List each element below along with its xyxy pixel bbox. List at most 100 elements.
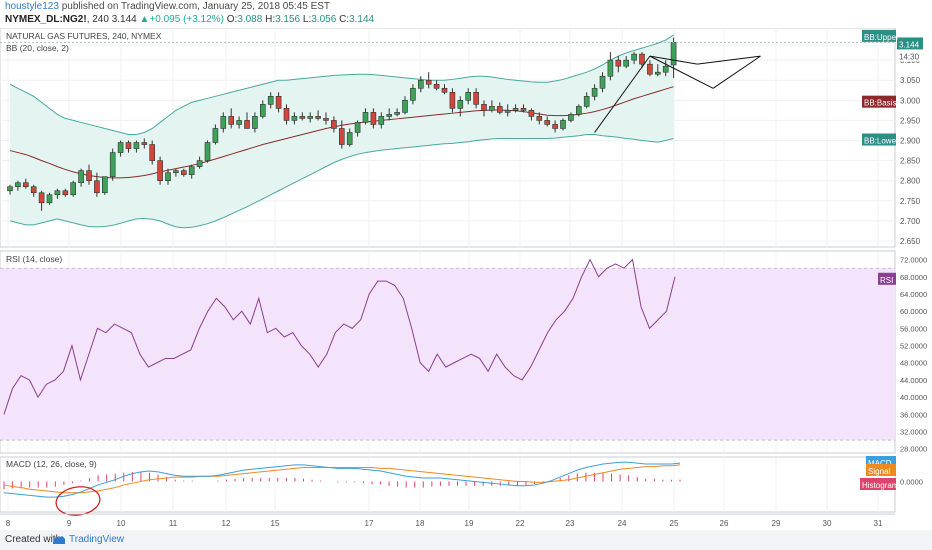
candle	[473, 88, 479, 109]
bb-basis-tag-text: BB:Basis	[864, 99, 896, 108]
macd-title: MACD (12, 26, close, 9)	[6, 459, 97, 469]
symbol-name[interactable]: NYMEX_DL:NG2!	[5, 14, 87, 25]
candle	[133, 140, 140, 153]
candle-body	[323, 118, 329, 121]
rsi-tick-label: 56.0000	[900, 324, 927, 333]
candle	[433, 80, 440, 91]
candle	[386, 108, 393, 121]
bb-lower-line	[9, 133, 674, 229]
candle-body	[94, 180, 100, 194]
candle-body	[165, 172, 171, 181]
publish-info: houstyle123 published on TradingView.com…	[5, 1, 330, 12]
bb-lower-tag-bg	[862, 133, 896, 146]
last-price: 3.144	[111, 14, 137, 25]
candle	[244, 112, 250, 129]
last-price-tag-text: 3.144	[899, 40, 920, 49]
chart-area[interactable]: 3.1003.0503.0002.9502.9002.8502.8002.750…	[0, 28, 932, 530]
low-value: 3.056	[311, 14, 337, 25]
candle-body	[441, 87, 448, 93]
candle-body	[196, 160, 203, 167]
macd-tick-label: 0.0000	[900, 477, 923, 486]
candle	[30, 184, 37, 197]
candle-body	[560, 120, 566, 129]
candle-body	[489, 106, 495, 111]
bb-upper-tag-text: BB:Upper	[864, 33, 899, 42]
author-link[interactable]: houstyle123	[5, 1, 59, 12]
bb-lower-tag-text: BB:Lower	[864, 137, 899, 146]
candle	[591, 84, 598, 101]
rsi-band-fill	[0, 268, 895, 441]
candle	[78, 168, 84, 187]
x-tick-label: 25	[670, 519, 679, 528]
rsi-tick-label: 36.0000	[900, 410, 927, 419]
candle	[544, 116, 551, 127]
candle-body	[70, 182, 76, 196]
price-change: +0.095 (+3.12%)	[149, 14, 224, 25]
candle-body	[481, 104, 487, 111]
rsi-tag-bg	[878, 272, 896, 285]
candle	[70, 180, 76, 197]
price-tick-label: 3.050	[900, 76, 921, 85]
candle-body	[536, 116, 543, 121]
candle-body	[220, 116, 227, 129]
price-tick-label: 2.700	[900, 217, 921, 226]
rsi-tick-label: 28.0000	[900, 445, 927, 454]
signal-tag-text: Signal	[868, 467, 890, 476]
rsi-tick-label: 48.0000	[900, 359, 927, 368]
bb-lower-tag: BB:Lower	[862, 133, 899, 146]
open-label: O:	[226, 14, 238, 25]
candle-body	[568, 114, 574, 121]
candle-body	[291, 116, 298, 121]
candle-body	[141, 142, 148, 145]
price-tick-label: 2.900	[900, 137, 921, 146]
candle	[639, 52, 645, 69]
candle-body	[662, 65, 669, 73]
low-label: L:	[302, 14, 312, 25]
candle	[259, 100, 266, 119]
candle-body	[528, 110, 535, 117]
tradingview-brand-link[interactable]: TradingView	[69, 534, 125, 545]
candle	[299, 112, 306, 121]
histogram-tag: Histogram	[860, 478, 899, 490]
candle-body	[86, 170, 92, 181]
candle-body	[449, 91, 456, 109]
candle	[46, 192, 53, 205]
candle	[410, 84, 416, 105]
rsi-tick-label: 40.0000	[900, 393, 927, 402]
x-tick-label: 26	[720, 519, 729, 528]
candle	[291, 112, 298, 125]
candles	[7, 37, 677, 211]
macd-pane	[0, 456, 896, 513]
candle-body	[30, 186, 37, 194]
candle-body	[125, 142, 132, 149]
candle-body	[457, 100, 464, 109]
candle	[102, 176, 108, 195]
countdown-tag-bg	[897, 49, 923, 62]
candle	[623, 56, 630, 69]
price-title: NATURAL GAS FUTURES, 240, NYMEX	[6, 31, 162, 41]
x-tick-label: 11	[169, 519, 178, 528]
candle	[362, 108, 369, 125]
candle	[283, 104, 290, 125]
candle	[489, 100, 495, 113]
x-tick-label: 10	[117, 519, 126, 528]
candle-body	[670, 42, 677, 66]
candle-body	[173, 170, 179, 173]
candle-body	[267, 96, 274, 105]
candle-body	[331, 120, 337, 129]
candle-body	[252, 116, 258, 129]
rsi-line	[3, 258, 676, 415]
bb-basis-tag-bg	[862, 95, 896, 108]
signal-tag-bg	[866, 464, 896, 476]
candle-body	[275, 96, 282, 109]
price-tick-label: 2.950	[900, 116, 921, 125]
x-tick-label: 8	[6, 519, 11, 528]
candle-body	[157, 160, 163, 181]
rsi-tag: RSI	[878, 272, 896, 285]
candle-body	[228, 116, 234, 125]
bb-indicator-label: BB (20, close, 2)	[6, 43, 69, 53]
candle-body	[410, 87, 416, 101]
candle	[528, 108, 535, 121]
candle-body	[425, 79, 432, 85]
candle-body	[7, 186, 13, 192]
